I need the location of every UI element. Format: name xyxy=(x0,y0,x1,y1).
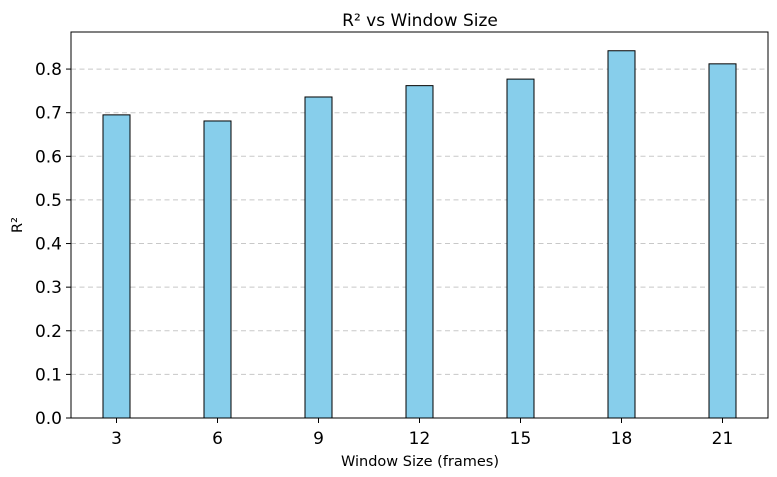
y-tick-label: 0.6 xyxy=(35,147,62,167)
bar-9 xyxy=(304,96,333,419)
bar-15 xyxy=(506,78,535,419)
x-tick-label: 21 xyxy=(712,429,734,449)
y-axis-ticks: 0.0 0.1 0.2 0.3 0.4 0.5 0.6 0.7 0.8 xyxy=(35,60,71,429)
y-tick-label: 0.8 xyxy=(35,60,62,80)
bar-21 xyxy=(708,63,737,419)
x-tick-label: 6 xyxy=(212,429,223,449)
bar-18 xyxy=(607,50,636,419)
bars xyxy=(102,50,737,419)
y-tick-label: 0.2 xyxy=(35,322,62,342)
y-tick-label: 0.0 xyxy=(35,409,62,429)
x-tick-label: 3 xyxy=(111,429,122,449)
x-tick-label: 18 xyxy=(611,429,633,449)
x-axis-ticks: 3 6 9 12 15 18 21 xyxy=(111,418,733,449)
y-tick-label: 0.7 xyxy=(35,104,62,124)
bar-12 xyxy=(405,85,434,419)
bar-6 xyxy=(203,120,232,419)
y-tick-label: 0.5 xyxy=(35,191,62,211)
y-tick-label: 0.3 xyxy=(35,278,62,298)
y-axis-label: R² xyxy=(10,217,26,233)
chart-title: R² vs Window Size xyxy=(342,11,498,31)
bar-3 xyxy=(102,114,131,419)
y-tick-label: 0.1 xyxy=(35,365,62,385)
x-axis-label: Window Size (frames) xyxy=(341,454,499,470)
y-tick-label: 0.4 xyxy=(35,235,62,255)
x-tick-label: 15 xyxy=(510,429,532,449)
x-tick-label: 12 xyxy=(409,429,431,449)
x-tick-label: 9 xyxy=(313,429,324,449)
